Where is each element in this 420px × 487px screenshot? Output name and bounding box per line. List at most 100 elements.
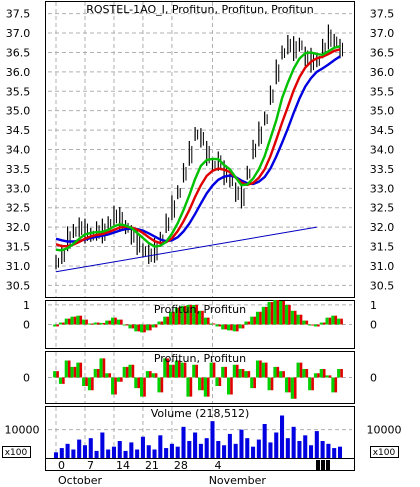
oscillator-bar: [189, 304, 193, 325]
oscillator-bar: [145, 324, 150, 331]
oscillator-bar: [221, 324, 225, 330]
oscillator-bar: [93, 369, 97, 378]
oscillator-bar: [317, 324, 320, 327]
oscillator-bar: [203, 377, 207, 397]
oscillator-bar: [134, 324, 138, 332]
oscillator-bar: [178, 307, 181, 325]
oscillator-bar: [145, 371, 150, 378]
oscillator-bar: [313, 324, 318, 327]
oscillator-bar: [293, 310, 297, 325]
y-tick-label-left: 0: [23, 319, 30, 332]
y-tick-label-left: 35.0: [6, 105, 31, 118]
y-tick-label-left: 34.5: [6, 124, 31, 137]
volume-bar: [320, 441, 325, 458]
oscillator-bar: [331, 315, 335, 325]
oscillator-bar: [195, 364, 198, 378]
oscillator-bar: [96, 369, 100, 378]
oscillator-bar: [157, 321, 161, 325]
oscillator-bar: [221, 366, 225, 378]
oscillator-bar: [160, 377, 164, 393]
volume-bar: [111, 446, 116, 458]
y-tick-label-left: 37.5: [6, 8, 31, 21]
y-tick-label-left: 31.5: [6, 241, 31, 254]
volume-bar: [164, 448, 169, 458]
y-tick-label-right: 0: [370, 372, 377, 385]
y-tick-label-right: 37.5: [370, 8, 395, 21]
y-tick-label-left: 34.0: [6, 144, 31, 157]
oscillator-bar: [114, 377, 117, 395]
volume-bar: [129, 442, 134, 458]
oscillator-bar: [255, 311, 260, 325]
volume-bar: [245, 438, 250, 458]
oscillator-bar: [282, 371, 285, 378]
y-tick-label-right: 0: [370, 319, 377, 332]
volume-bar: [280, 415, 285, 458]
volume-bar: [337, 446, 343, 458]
volume-bar: [256, 439, 261, 458]
oscillator-bar: [319, 369, 323, 378]
oscillator-bar: [73, 316, 77, 325]
y-tick-label-left: 32.5: [6, 202, 31, 215]
oscillator-bar: [302, 320, 306, 325]
x-tick-label: 0: [58, 459, 65, 472]
volume-multiplier-box-right: [370, 446, 399, 458]
oscillator-bar: [319, 322, 323, 325]
oscillator-bar: [79, 362, 83, 378]
oscillator-bar: [174, 360, 179, 378]
oscillator-bar: [276, 366, 280, 378]
oscillator-bar: [288, 377, 291, 393]
oscillator-bar: [261, 362, 265, 378]
oscillator-bar: [166, 316, 170, 325]
oscillator-bar: [238, 369, 242, 378]
oscillator-bar: [149, 371, 152, 378]
oscillator-bar: [235, 324, 239, 332]
oscillator-bar: [180, 305, 184, 325]
oscillator-bar: [250, 377, 254, 389]
volume-bar: [285, 438, 290, 458]
oscillator-bar: [340, 369, 343, 378]
volume-bar: [106, 449, 111, 458]
x-tick-label: 14: [116, 459, 130, 472]
volume-bar: [88, 438, 93, 458]
y-tick-label-left: 10000: [5, 424, 40, 437]
oscillator-bar: [163, 316, 167, 325]
oscillator-bar: [212, 362, 216, 378]
volume-bar: [135, 449, 140, 458]
oscillator-bar: [137, 377, 141, 389]
y-tick-label-left: 33.5: [6, 163, 31, 176]
volume-bar: [227, 433, 232, 458]
volume-bar: [291, 426, 296, 458]
oscillator-bar: [85, 319, 88, 325]
oscillator-bar: [70, 366, 74, 378]
y-tick-label-right: 36.0: [370, 66, 395, 79]
oscillator-bar: [264, 306, 268, 325]
oscillator-bar: [261, 306, 265, 325]
oscillator-bar: [206, 377, 210, 397]
y-tick-label-right: 34.0: [370, 144, 395, 157]
oscillator-bar: [108, 373, 112, 378]
oscillator-bar: [325, 317, 329, 325]
oscillator-bar: [201, 310, 204, 325]
oscillator-bar: [186, 304, 190, 325]
volume-bar: [175, 446, 180, 458]
oscillator-bar: [114, 317, 117, 325]
volume-bar: [65, 443, 70, 458]
oscillator-bar: [53, 371, 57, 378]
moving-average-line: [55, 48, 341, 248]
oscillator-bar: [288, 304, 291, 325]
volume-bar: [216, 441, 221, 458]
volume-multiplier-box-left: [2, 446, 31, 458]
month-label: November: [209, 474, 267, 487]
oscillator-bar: [331, 377, 335, 393]
oscillator-bar: [131, 364, 135, 378]
y-tick-label-left: 35.5: [6, 85, 31, 98]
oscillator-bar: [226, 324, 231, 331]
oscillator-bar: [120, 377, 123, 382]
volume-bar: [251, 446, 256, 458]
time-axis-block: [326, 460, 330, 470]
y-tick-label-left: 31.0: [6, 260, 31, 273]
moving-average-line: [55, 55, 341, 243]
oscillator-bar: [85, 377, 88, 386]
osc2-title: Profitun, Profitun: [154, 352, 246, 365]
osc1-title: Profitun, Profitun: [154, 303, 246, 316]
